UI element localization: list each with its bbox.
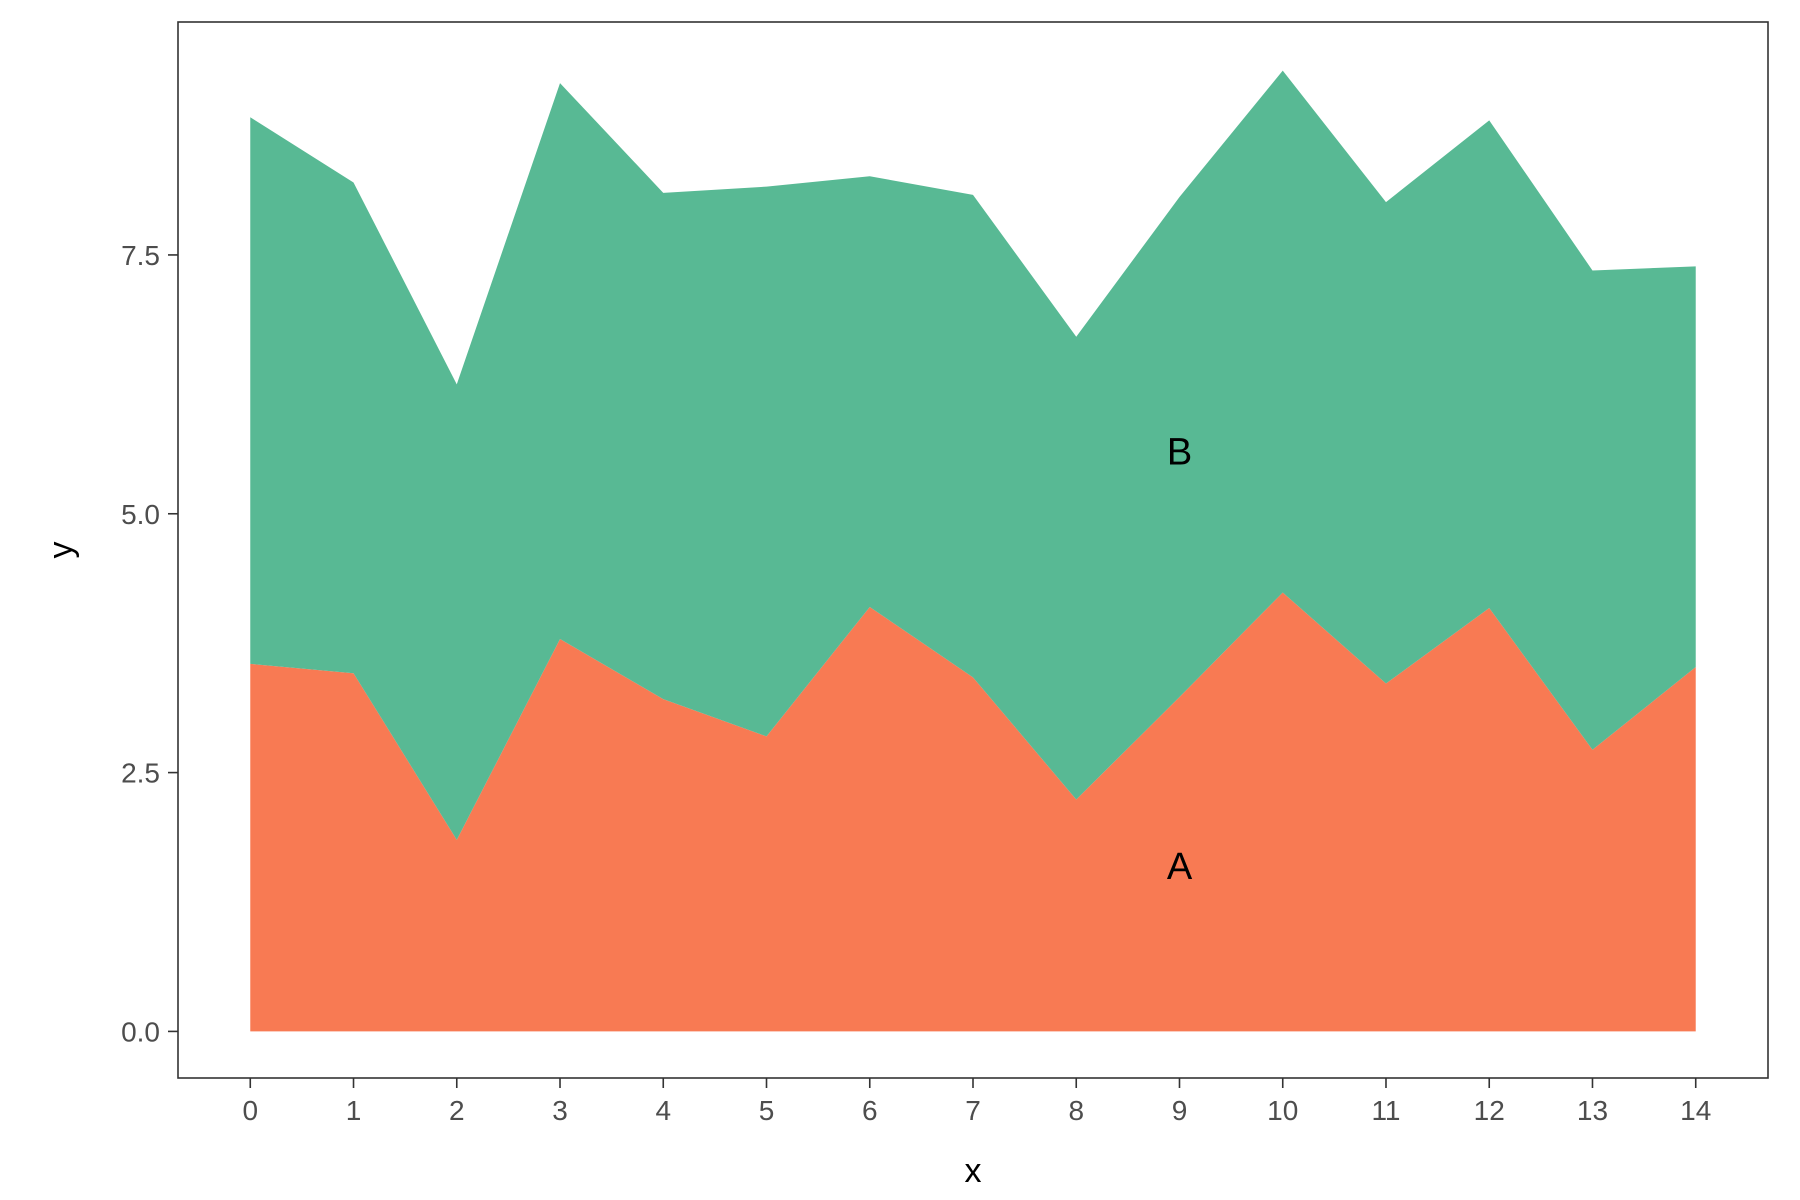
x-tick-label: 12 [1474,1095,1505,1126]
x-tick-label: 10 [1267,1095,1298,1126]
y-axis: 0.0 2.5 5.0 7.5 [121,240,178,1047]
x-tick-label: 11 [1371,1095,1400,1126]
x-tick-label: 14 [1680,1095,1711,1126]
x-tick-label: 1 [346,1095,362,1126]
x-tick-label: 4 [655,1095,671,1126]
y-tick-label: 2.5 [121,758,160,789]
y-tick-label: 0.0 [121,1016,160,1047]
area-series-b [250,70,1696,840]
x-tick-label: 8 [1068,1095,1084,1126]
series-label-b: B [1167,432,1192,474]
x-tick-label: 2 [449,1095,465,1126]
y-axis-title: y [42,542,80,559]
x-axis-title: x [965,1152,982,1190]
x-tick-label: 7 [965,1095,981,1126]
y-tick-label: 7.5 [121,240,160,271]
x-tick-label: 9 [1172,1095,1188,1126]
area-series-a [250,592,1696,1032]
y-tick-label: 5.0 [121,499,160,530]
x-tick-label: 13 [1577,1095,1608,1126]
series-annotations: AB [1167,432,1193,888]
x-tick-label: 5 [759,1095,775,1126]
area-layer [250,70,1696,1032]
x-tick-label: 0 [242,1095,258,1126]
x-tick-label: 3 [552,1095,568,1126]
x-axis: 0 1 2 3 4 5 6 7 8 9 10 11 12 13 14 [242,1078,1711,1126]
x-tick-label: 6 [862,1095,878,1126]
series-label-a: A [1167,846,1193,888]
